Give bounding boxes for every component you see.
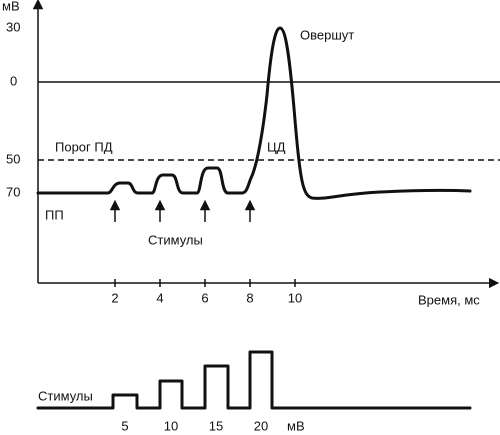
- y-tick-label: 30: [6, 19, 20, 34]
- x-tick-label: 8: [246, 290, 253, 305]
- amplitude-label: 20: [254, 418, 268, 433]
- amplitude-label: 15: [209, 418, 223, 433]
- overshoot-label: Овершут: [300, 27, 354, 42]
- stimulus-arrows: [109, 199, 256, 222]
- x-tick-label: 2: [111, 290, 118, 305]
- stimulus-panel-label: Стимулы: [38, 388, 93, 403]
- y-unit: мВ: [2, 0, 20, 13]
- x-ticks: [114, 279, 296, 287]
- amplitude-label: 10: [164, 418, 178, 433]
- threshold-label: Порог ПД: [55, 139, 113, 154]
- x-tick-label: 10: [288, 290, 302, 305]
- x-tick-label: 4: [156, 290, 163, 305]
- amplitude-unit: мВ: [287, 418, 305, 433]
- amplitude-label: 5: [121, 418, 128, 433]
- stimulus-trace: [36, 350, 472, 410]
- critical-label: ЦД: [267, 139, 286, 154]
- stimuli-label: Стимулы: [148, 232, 203, 247]
- resting-label: ПП: [45, 207, 64, 222]
- x-axis-label: Время, мс: [418, 292, 480, 307]
- potential-curve: [36, 26, 472, 200]
- x-tick-label: 6: [201, 290, 208, 305]
- y-tick-label: 50: [6, 151, 20, 166]
- y-tick-label: 0: [10, 73, 17, 88]
- y-tick-label: 70: [6, 184, 20, 199]
